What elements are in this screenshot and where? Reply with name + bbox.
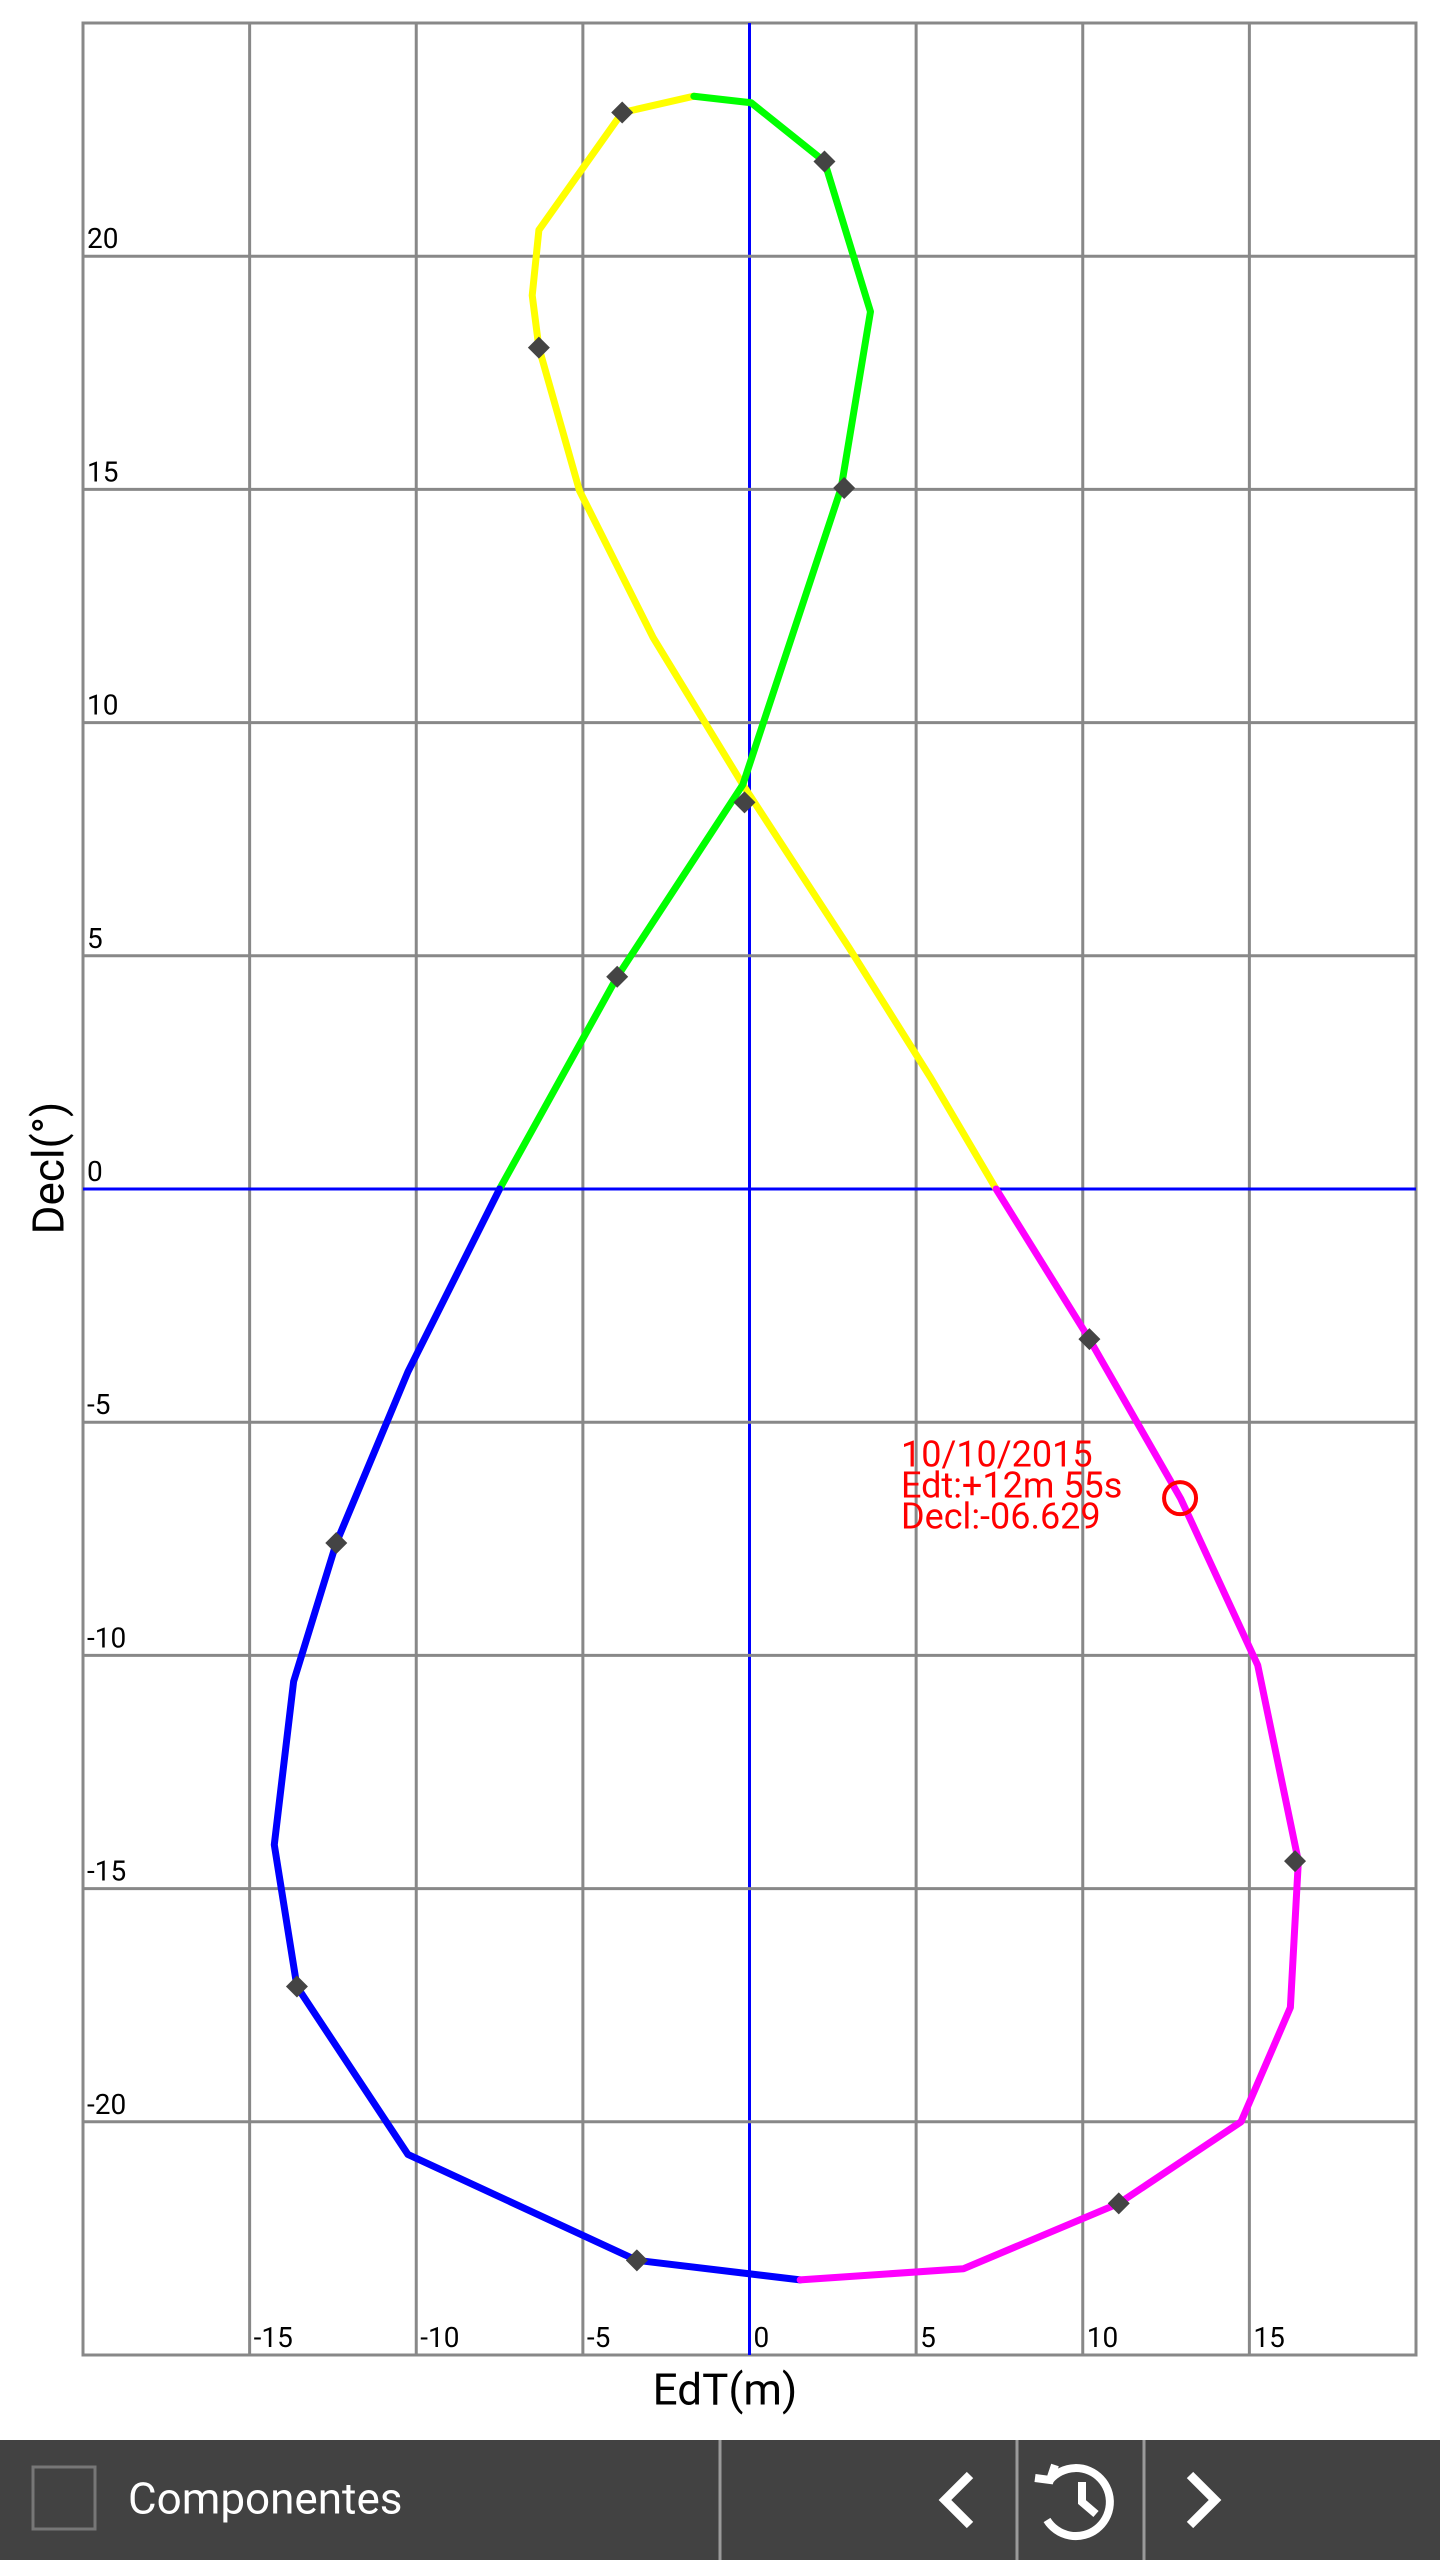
marker (833, 477, 856, 500)
curve (528, 92, 1000, 1193)
y-tick-label: -20 (87, 2088, 126, 2121)
next-button[interactable] (1186, 2471, 1222, 2529)
y-axis-label: Decl(°) (23, 1102, 75, 1235)
annotation-text: 10/10/2015 (901, 1434, 1093, 1476)
x-tick-label: 0 (754, 2321, 770, 2354)
y-tick-label: 15 (87, 455, 118, 488)
marker (1284, 1850, 1307, 1873)
chart: EdT(m) Decl(°) -15 -10 -5 0 5 10 15 -20 -15 -10 -5… (23, 21, 1418, 2416)
x-tick-label: 10 (1087, 2321, 1118, 2354)
marker (285, 1975, 308, 1998)
y-tick-label: -10 (87, 1621, 126, 1654)
toolbar: Componentes (0, 2440, 1440, 2560)
x-tick-label: 5 (920, 2321, 936, 2354)
x-tick-label: -10 (420, 2321, 459, 2354)
y-tick-label: 0 (87, 1155, 103, 1188)
history-button[interactable] (1034, 2463, 1114, 2541)
marker (625, 2249, 648, 2272)
checkbox-label: Componentes (128, 2473, 402, 2525)
y-tick-label: 20 (87, 222, 118, 255)
annotation-text: Edt:+12m 55s (901, 1465, 1122, 1507)
x-tick-label: -15 (254, 2321, 293, 2354)
marker (606, 965, 629, 988)
marker (813, 150, 836, 173)
marker (527, 336, 550, 359)
marker (325, 1531, 348, 1554)
annotation-point (1162, 1480, 1199, 1517)
y-tick-label: 10 (87, 689, 118, 722)
curve (270, 1185, 804, 2284)
marker (1078, 1328, 1101, 1351)
prev-button[interactable] (938, 2471, 974, 2529)
curve (796, 1185, 1302, 2284)
marker (611, 101, 634, 124)
y-tick-label: 5 (87, 922, 103, 955)
x-tick-label: 15 (1253, 2321, 1284, 2354)
marker (1107, 2192, 1130, 2215)
marker (733, 791, 756, 814)
checkbox[interactable] (31, 2465, 97, 2531)
toolbar-graphics: Componentes (31, 2440, 1222, 2560)
x-axis-label: EdT(m) (653, 2364, 798, 2416)
x-tick-label: -5 (587, 2321, 610, 2354)
annotation-text: Decl:-06.629 (901, 1496, 1101, 1538)
y-tick-label: -5 (87, 1388, 110, 1421)
curve (496, 92, 874, 1193)
y-tick-label: -15 (87, 1855, 126, 1888)
